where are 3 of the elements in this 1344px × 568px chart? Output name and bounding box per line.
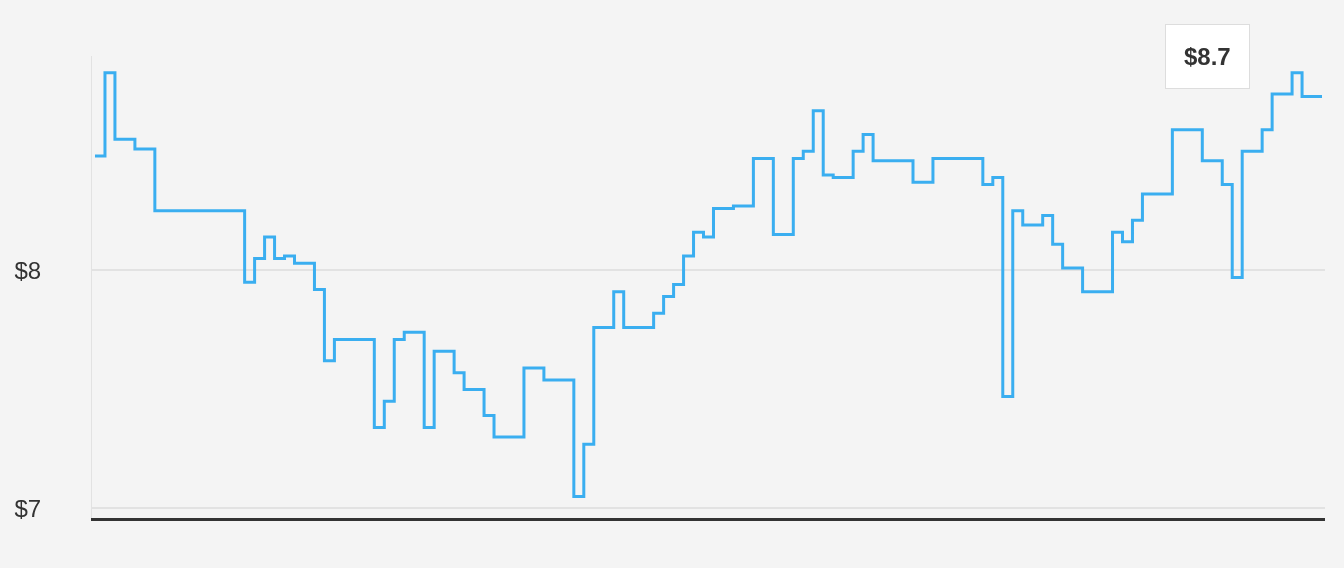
annotation: $8.7 bbox=[1184, 43, 1231, 70]
y-tick-label: $8 bbox=[14, 256, 42, 284]
y-tick-label: $7 bbox=[14, 494, 42, 522]
